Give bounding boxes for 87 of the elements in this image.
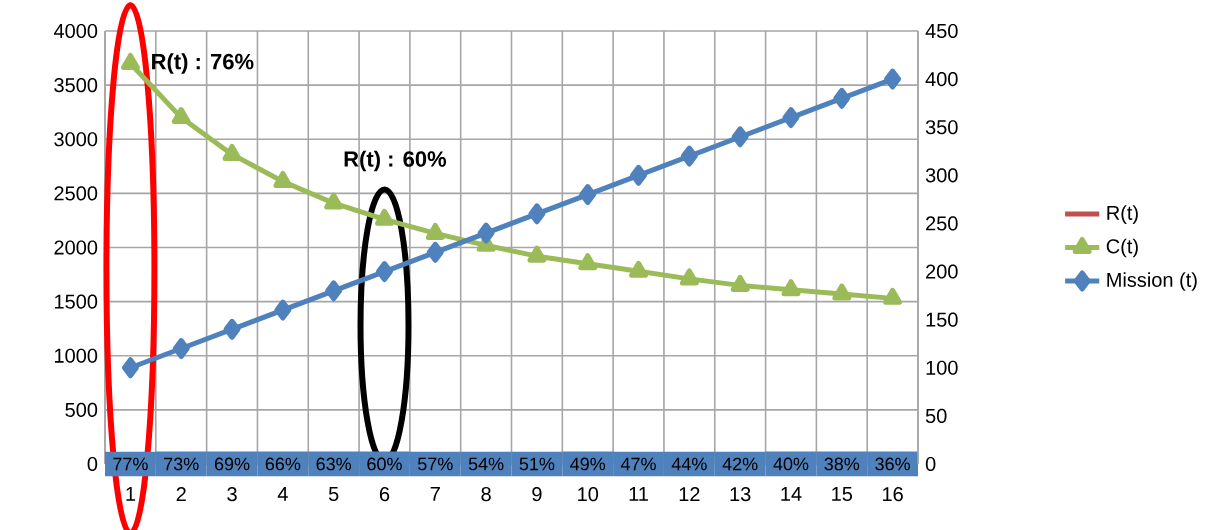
- point: [425, 222, 445, 240]
- y2-tick-label: 450: [925, 23, 958, 39]
- x-tick-label: 4: [277, 487, 288, 501]
- annotation: R(t) : 76%: [152, 53, 254, 74]
- text: 49%: [570, 457, 606, 471]
- legend-label: R(t): [1107, 205, 1138, 224]
- point: [375, 261, 393, 283]
- point: [730, 274, 750, 292]
- point: [579, 184, 597, 206]
- x-tick-label: 8: [481, 487, 491, 502]
- text: 36%: [875, 457, 910, 471]
- x-tick-label: 9: [532, 487, 542, 502]
- y-tick-label: 3500: [54, 78, 98, 93]
- legend-label: Mission (t): [1107, 272, 1197, 291]
- text: 44%: [671, 457, 707, 471]
- y-tick-label: 1500: [54, 294, 98, 309]
- point: [781, 279, 801, 297]
- point: [527, 245, 547, 263]
- point: [578, 253, 598, 271]
- point: [375, 208, 394, 226]
- x-tick-label: 5: [328, 487, 339, 501]
- y2-tick-label: 400: [925, 72, 958, 87]
- y2-tick-label: 100: [926, 360, 958, 375]
- x-tick-label: 15: [832, 487, 853, 501]
- text: 66%: [265, 457, 301, 471]
- y2-tick-label: 300: [925, 168, 958, 183]
- y-tick-label: 4000: [53, 23, 98, 39]
- x-tick-label: 7: [430, 487, 440, 501]
- point: [679, 268, 699, 286]
- y-tick-label: 3000: [54, 132, 98, 147]
- x-tick-label: 6: [379, 487, 390, 502]
- point: [273, 170, 293, 188]
- point: [274, 299, 292, 321]
- x-tick-label: 11: [629, 487, 648, 501]
- point: [324, 192, 344, 210]
- y2-tick-label: 0: [925, 456, 936, 472]
- point: [223, 318, 241, 340]
- x-tick-label: 2: [176, 487, 186, 502]
- point: [528, 203, 546, 225]
- point: [629, 260, 648, 278]
- y2-tick-label: 50: [925, 408, 947, 423]
- text: 73%: [164, 457, 199, 471]
- point: [833, 87, 851, 109]
- text: 38%: [824, 457, 860, 471]
- text: 60%: [367, 457, 402, 471]
- x-tick-label: 12: [679, 487, 700, 502]
- y2-tick-label: 350: [925, 120, 958, 135]
- text: 77%: [113, 457, 148, 471]
- point: [731, 126, 749, 148]
- point: [222, 143, 242, 161]
- text: 54%: [468, 457, 504, 471]
- legend-label: C(t): [1106, 238, 1138, 258]
- point: [782, 107, 800, 129]
- text: 47%: [620, 457, 656, 471]
- x-tick-label: 10: [578, 487, 599, 502]
- y2-tick-label: 250: [926, 216, 958, 231]
- x-tick-label: 1: [126, 487, 136, 501]
- point: [172, 338, 190, 360]
- point: [171, 107, 191, 125]
- point: [477, 222, 495, 244]
- y-tick-label: 2500: [54, 186, 98, 201]
- text: 40%: [773, 457, 809, 471]
- point: [120, 52, 140, 70]
- y-tick-label: 500: [65, 402, 98, 417]
- point: [121, 357, 139, 379]
- point: [832, 283, 852, 301]
- x-tick-label: 16: [883, 487, 903, 502]
- text: 51%: [519, 457, 555, 471]
- y-tick-label: 1000: [54, 348, 98, 363]
- text: 57%: [418, 457, 453, 471]
- point: [325, 280, 343, 302]
- x-tick-label: 3: [227, 487, 237, 502]
- y2-tick-label: 200: [926, 264, 958, 279]
- y2-tick-label: 150: [926, 312, 958, 327]
- text: 63%: [316, 457, 352, 471]
- point: [883, 287, 903, 305]
- point: [630, 164, 648, 186]
- x-tick-label: 14: [781, 487, 802, 501]
- y-tick-label: 2000: [54, 240, 98, 255]
- point: [884, 68, 902, 90]
- point: [680, 145, 698, 167]
- point: [426, 241, 444, 263]
- text: 42%: [722, 457, 758, 471]
- y-tick-label: 0: [87, 456, 98, 472]
- annotation: R(t) : 60%: [344, 150, 447, 172]
- text: 69%: [214, 457, 250, 471]
- x-tick-label: 13: [730, 487, 751, 502]
